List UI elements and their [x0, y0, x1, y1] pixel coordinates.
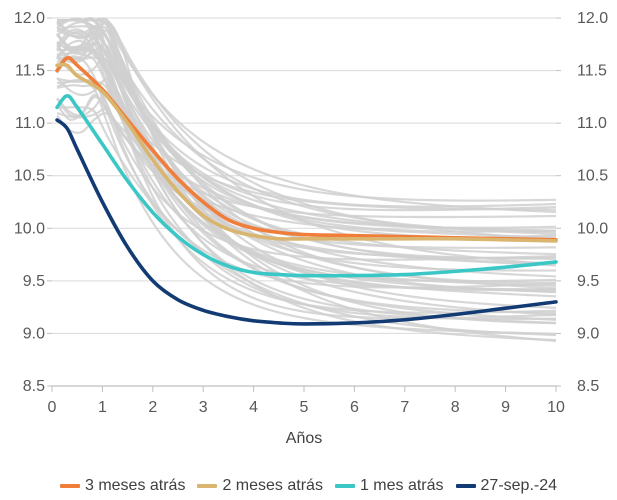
- x-tick-label: 6: [350, 399, 359, 416]
- x-axis-title: Años: [286, 430, 322, 447]
- legend-item: 27-sep.-24: [455, 477, 558, 495]
- x-tick-label: 5: [300, 399, 309, 416]
- y-tick-label-right: 9.5: [577, 273, 599, 290]
- legend-swatch: [197, 484, 218, 488]
- historical-curve: [57, 18, 557, 283]
- x-tick-label: 0: [48, 399, 57, 416]
- x-tick-label: 8: [451, 399, 460, 416]
- y-tick-label-left: 10.0: [14, 220, 45, 237]
- legend-label: 27-sep.-24: [480, 477, 558, 494]
- legend-item: 1 mes atrás: [334, 477, 444, 495]
- chart-svg: 0 1 2 3 4 5 6 7 8 9 10 8.5 8.5 9.0 9.0 9.5 9.5 10.0 10.0 10…: [14, 10, 608, 447]
- legend-item: 3 meses atrás: [59, 477, 186, 495]
- legend-label: 3 meses atrás: [84, 477, 186, 494]
- x-tick-label: 9: [501, 399, 510, 416]
- x-tick-label: 4: [249, 399, 258, 416]
- historical-curve: [56, 112, 557, 219]
- legend-item: 2 meses atrás: [197, 477, 323, 495]
- historical-curve: [57, 18, 557, 285]
- historical-curve: [56, 56, 557, 320]
- historical-curve: [56, 20, 557, 241]
- y-tick-label-right: 11.5: [577, 63, 607, 80]
- y-tick-label-right: 12.0: [577, 10, 608, 27]
- y-tick-label-left: 12.0: [14, 10, 45, 27]
- y-tick-label-left: 11.0: [15, 115, 45, 132]
- y-tick-label-right: 10.0: [577, 220, 608, 237]
- legend-label: 1 mes atrás: [359, 477, 444, 494]
- x-tick-label: 10: [547, 399, 565, 416]
- series-line-3: [55, 94, 558, 278]
- x-tick-label: 3: [199, 399, 208, 416]
- legend-label: 2 meses atrás: [222, 477, 323, 494]
- y-tick-label-left: 8.5: [23, 378, 45, 395]
- legend-swatch: [59, 484, 80, 488]
- y-tick-label-left: 9.0: [23, 325, 45, 342]
- historical-curve: [57, 17, 557, 266]
- y-tick-label-right: 11.0: [577, 115, 607, 132]
- y-tick-label-right: 8.5: [577, 378, 599, 395]
- historical-curve: [57, 17, 557, 298]
- series-line-2: [55, 62, 558, 243]
- y-tick-label-right: 9.0: [577, 325, 599, 342]
- historical-curve: [56, 39, 557, 291]
- legend-swatch: [455, 484, 476, 488]
- historical-curve: [56, 29, 557, 343]
- x-tick-label: 7: [400, 399, 409, 416]
- y-tick-label-left: 10.5: [14, 168, 45, 185]
- legend-swatch: [334, 484, 355, 488]
- legend: 3 meses atrás 2 meses atrás 1 mes atrás 27-…: [0, 474, 617, 498]
- historical-curve: [56, 77, 557, 342]
- y-tick-label-right: 10.5: [577, 168, 608, 185]
- series-line-4: [55, 118, 558, 326]
- x-tick-label: 1: [98, 399, 107, 416]
- x-tick-label: 2: [148, 399, 157, 416]
- y-tick-label-left: 9.5: [23, 273, 45, 290]
- y-tick-label-left: 11.5: [15, 63, 45, 80]
